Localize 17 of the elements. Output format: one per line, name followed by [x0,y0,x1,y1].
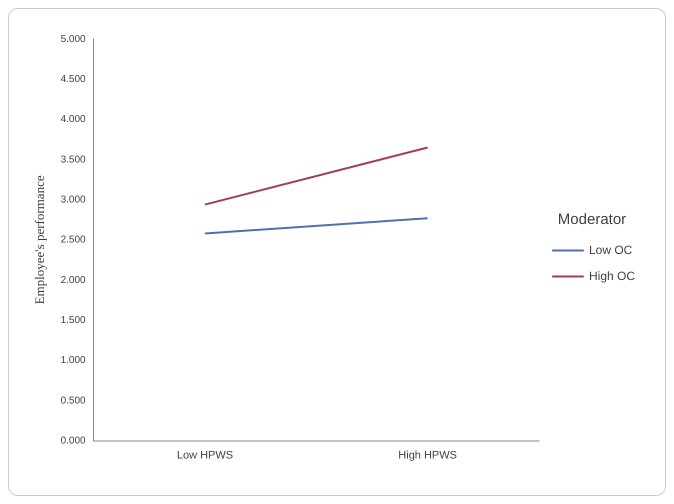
y-tick-label: 1.000 [60,355,86,366]
y-tick-label: 5.000 [60,34,86,45]
y-tick-label: 0.000 [60,436,86,447]
legend-title: Moderator [558,211,626,228]
y-tick-label: 2.500 [60,234,86,246]
y-tick-label: 4.000 [60,114,86,126]
legend-label: Low OC [588,242,633,257]
y-tick-label: 0.500 [60,395,86,406]
x-tick-label: High HPWS [398,449,457,462]
y-tick-label: 3.500 [60,154,86,166]
y-tick-label: 4.500 [60,74,86,85]
x-tick-label: Low HPWS [176,449,234,462]
legend-label: High OC [588,268,636,283]
y-tick-label: 2.000 [60,274,86,286]
y-tick-label: 3.000 [60,194,86,206]
y-axis-title: Employee's performance [32,175,48,304]
y-tick-label: 1.500 [60,315,86,326]
